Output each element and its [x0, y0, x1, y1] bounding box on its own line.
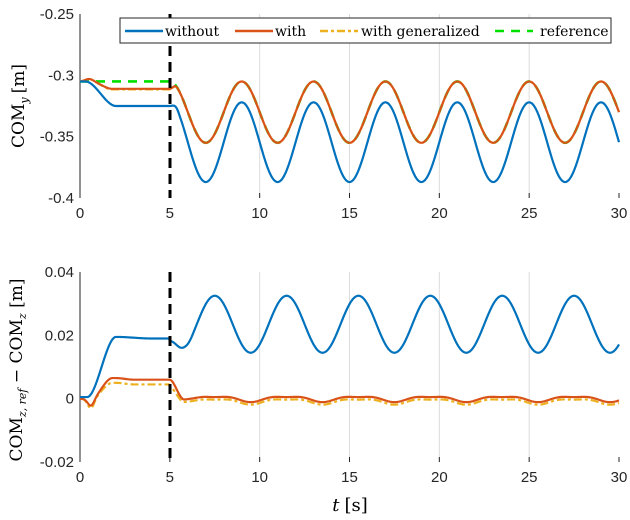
- top-ytick-label: -0.4: [48, 190, 74, 207]
- legend-label-without: without: [165, 24, 220, 40]
- top-ytick-label: -0.35: [40, 129, 74, 146]
- bottom-y-ticks: 0.04 0.02 0 -0.02: [40, 264, 74, 471]
- bottom-ytick-label: 0.04: [45, 264, 74, 281]
- bottom-ylabel-sub1: z,: [16, 404, 29, 418]
- bottom-plot: 051015202530 0.040.020-0.02 COMz, ref − …: [7, 264, 627, 516]
- top-ylabel-unit: [m]: [9, 64, 29, 93]
- top-xtick-label: 10: [251, 205, 268, 222]
- bottom-xtick-label: 10: [251, 469, 268, 486]
- bottom-ylabel-minus-com: − COM: [7, 319, 27, 388]
- top-plot: 051015202530 -0.25-0.3-0.35-0.4 COMy[m] …: [9, 6, 627, 222]
- bottom-xtick-label: 5: [166, 469, 174, 486]
- top-ylabel-main: COM: [9, 104, 29, 148]
- bottom-x-ticks: 0 5 10 15 20 25 30: [76, 457, 628, 486]
- bottom-ylabel-unit: [m]: [7, 279, 27, 314]
- top-ylabel-sub: y: [18, 97, 31, 105]
- top-xtick-label: 30: [611, 205, 628, 222]
- x-label-var: t: [332, 495, 340, 516]
- bottom-xtick-label: 0: [76, 469, 84, 486]
- top-y-label: COMy [m]: [9, 64, 31, 148]
- x-label-unit: [s]: [344, 495, 367, 516]
- bottom-ylabel-com1: COM: [7, 417, 27, 461]
- svg-text:COMz, ref − COMz [m]: COMz, ref − COMz [m]: [7, 279, 29, 462]
- figure: 051015202530 -0.25-0.3-0.35-0.4 COMy[m] …: [0, 0, 630, 520]
- top-x-ticks: 0 5 10 15 20 25 30: [76, 193, 628, 222]
- legend: without with with generalized reference: [120, 18, 611, 43]
- top-xtick-label: 20: [431, 205, 448, 222]
- bottom-xtick-label: 30: [611, 469, 628, 486]
- top-xtick-label: 0: [76, 205, 84, 222]
- bottom-ytick-label: -0.02: [40, 454, 74, 471]
- top-xtick-label: 25: [521, 205, 538, 222]
- bottom-y-label: COMz, ref − COMz [m]: [7, 279, 29, 462]
- bottom-xtick-label: 25: [521, 469, 538, 486]
- bottom-ytick-label: 0.02: [45, 327, 74, 344]
- bottom-xtick-label: 15: [341, 469, 358, 486]
- legend-label-reference: reference: [540, 24, 609, 40]
- svg-text:COMy[m]: COMy [m]: [9, 64, 31, 148]
- legend-label-with-generalized: with generalized: [361, 24, 480, 40]
- top-ytick-label: -0.3: [48, 67, 74, 84]
- top-y-ticks: -0.25 -0.3 -0.35 -0.4: [40, 6, 74, 207]
- top-xtick-label: 15: [341, 205, 358, 222]
- top-ytick-label: -0.25: [40, 6, 74, 23]
- bottom-x-grid: [260, 272, 530, 462]
- bottom-ytick-label: 0: [66, 391, 74, 408]
- top-xtick-label: 5: [166, 205, 174, 222]
- bottom-xtick-label: 20: [431, 469, 448, 486]
- legend-label-with: with: [275, 24, 306, 40]
- x-axis-label: t[s]: [332, 495, 368, 516]
